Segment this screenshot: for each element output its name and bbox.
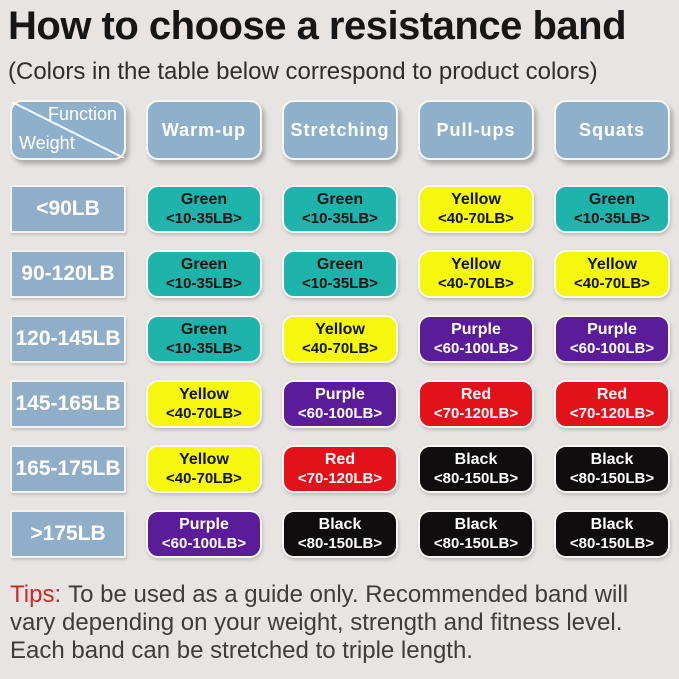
band-range: <80-150LB> — [569, 534, 655, 552]
weight-row-label: <90LB — [10, 185, 126, 233]
column-header-warm-up: Warm-up — [146, 100, 262, 160]
band-cell: Yellow <40-70LB> — [146, 380, 262, 428]
band-name: Yellow — [587, 255, 637, 273]
band-name: Yellow — [179, 385, 229, 403]
band-range: <60-100LB> — [433, 339, 519, 357]
band-cell: Yellow <40-70LB> — [146, 445, 262, 493]
band-name: Purple — [587, 320, 637, 338]
column-header-stretching: Stretching — [282, 100, 398, 160]
band-name: Purple — [451, 320, 501, 338]
band-range: <10-35LB> — [574, 209, 650, 227]
page-title: How to choose a resistance band — [8, 4, 627, 48]
band-name: Yellow — [451, 255, 501, 273]
band-name: Green — [316, 190, 364, 208]
tips-text: To be used as a guide only. Recommended … — [10, 581, 629, 664]
band-range: <40-70LB> — [574, 274, 650, 292]
band-cell: Green <10-35LB> — [146, 185, 262, 233]
band-range: <40-70LB> — [302, 339, 378, 357]
band-range: <40-70LB> — [166, 404, 242, 422]
band-range: <10-35LB> — [302, 274, 378, 292]
band-cell: Green <10-35LB> — [282, 250, 398, 298]
band-name: Black — [590, 515, 634, 533]
band-range: <10-35LB> — [166, 339, 242, 357]
page-subtitle: (Colors in the table below correspond to… — [8, 58, 598, 85]
tips-label: Tips: — [10, 581, 62, 608]
band-range: <60-100LB> — [569, 339, 655, 357]
band-range: <60-100LB> — [297, 404, 383, 422]
band-cell: Purple <60-100LB> — [554, 315, 670, 363]
band-range: <10-35LB> — [166, 209, 242, 227]
band-cell: Black <80-150LB> — [554, 510, 670, 558]
band-cell: Green <10-35LB> — [282, 185, 398, 233]
band-name: Green — [316, 255, 364, 273]
band-cell: Green <10-35LB> — [554, 185, 670, 233]
band-cell: Green <10-35LB> — [146, 315, 262, 363]
band-name: Yellow — [315, 320, 365, 338]
band-range: <40-70LB> — [438, 209, 514, 227]
band-range: <40-70LB> — [166, 469, 242, 487]
band-cell: Yellow <40-70LB> — [554, 250, 670, 298]
tips: Tips: To be used as a guide only. Recomme… — [10, 581, 672, 665]
band-table-header: Function Weight Warm-up Stretching Pull-… — [10, 100, 670, 160]
column-header-pull-ups: Pull-ups — [418, 100, 534, 160]
weight-row-label: >175LB — [10, 510, 126, 558]
band-cell: Yellow <40-70LB> — [418, 185, 534, 233]
band-name: Red — [324, 450, 356, 468]
band-cell: Purple <60-100LB> — [282, 380, 398, 428]
weight-row-label: 90-120LB — [10, 250, 126, 298]
band-range: <10-35LB> — [302, 209, 378, 227]
band-name: Yellow — [451, 190, 501, 208]
band-name: Green — [180, 255, 228, 273]
band-cell: Yellow <40-70LB> — [282, 315, 398, 363]
band-cell: Black <80-150LB> — [418, 445, 534, 493]
band-table-body: <90LB Green <10-35LB> Green <10-35LB> Ye… — [10, 185, 670, 558]
band-range: <70-120LB> — [569, 404, 655, 422]
weight-row-label: 120-145LB — [10, 315, 126, 363]
band-name: Black — [454, 515, 498, 533]
band-name: Red — [596, 385, 628, 403]
band-name: Purple — [179, 515, 229, 533]
band-range: <70-120LB> — [297, 469, 383, 487]
corner-function-label: Function — [47, 104, 117, 124]
band-name: Black — [454, 450, 498, 468]
band-cell: Green <10-35LB> — [146, 250, 262, 298]
column-header-squats: Squats — [554, 100, 670, 160]
band-cell: Red <70-120LB> — [282, 445, 398, 493]
band-cell: Yellow <40-70LB> — [418, 250, 534, 298]
band-name: Green — [588, 190, 636, 208]
band-range: <80-150LB> — [297, 534, 383, 552]
band-cell: Red <70-120LB> — [554, 380, 670, 428]
band-name: Green — [180, 190, 228, 208]
band-name: Green — [180, 320, 228, 338]
band-cell: Red <70-120LB> — [418, 380, 534, 428]
band-range: <80-150LB> — [433, 469, 519, 487]
band-name: Yellow — [179, 450, 229, 468]
corner-weight-label: Weight — [19, 133, 75, 153]
band-cell: Purple <60-100LB> — [418, 315, 534, 363]
band-range: <80-150LB> — [433, 534, 519, 552]
band-range: <60-100LB> — [161, 534, 247, 552]
band-name: Purple — [315, 385, 365, 403]
weight-row-label: 165-175LB — [10, 445, 126, 493]
band-cell: Black <80-150LB> — [282, 510, 398, 558]
band-range: <10-35LB> — [166, 274, 242, 292]
band-range: <80-150LB> — [569, 469, 655, 487]
band-cell: Purple <60-100LB> — [146, 510, 262, 558]
weight-row-label: 145-165LB — [10, 380, 126, 428]
band-cell: Black <80-150LB> — [418, 510, 534, 558]
corner-cell: Function Weight — [10, 100, 126, 160]
band-range: <70-120LB> — [433, 404, 519, 422]
band-range: <40-70LB> — [438, 274, 514, 292]
band-name: Black — [318, 515, 362, 533]
diagonal-divider-icon — [12, 102, 124, 158]
band-name: Red — [460, 385, 492, 403]
band-cell: Black <80-150LB> — [554, 445, 670, 493]
band-name: Black — [590, 450, 634, 468]
